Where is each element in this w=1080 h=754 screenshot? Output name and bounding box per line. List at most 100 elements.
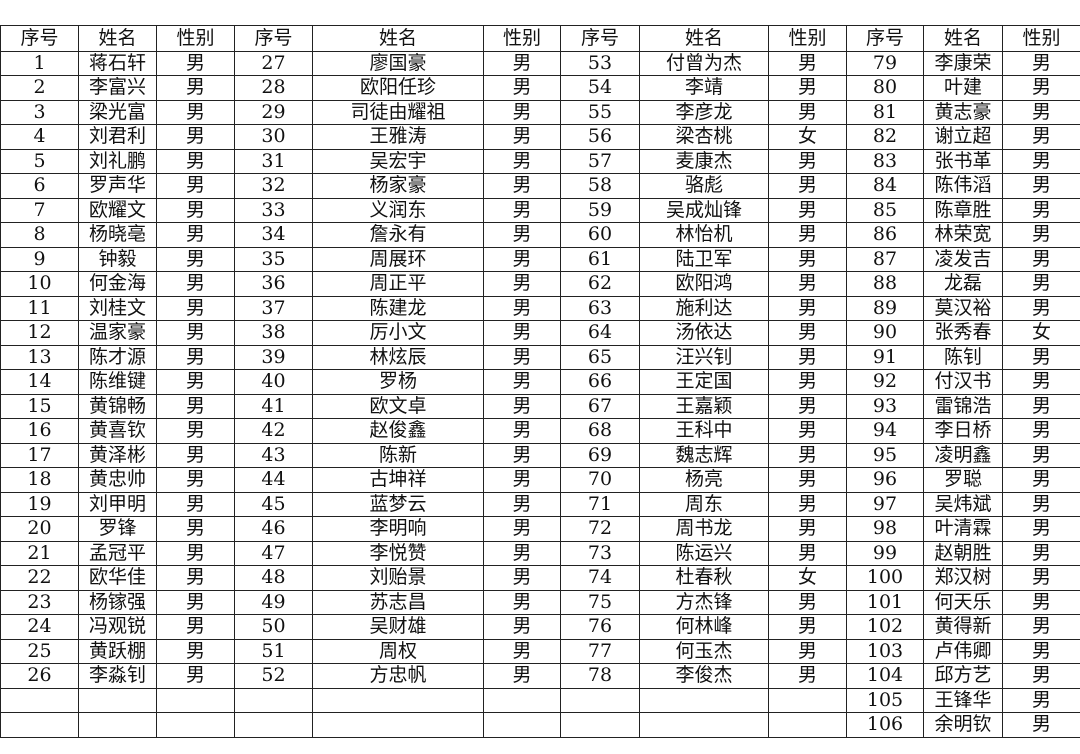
cell-name: 杨亮 <box>639 467 769 493</box>
cell-name: 李富兴 <box>78 75 157 101</box>
cell-number: 90 <box>846 320 924 346</box>
cell-gender: 男 <box>1002 271 1080 297</box>
cell-name: 何林峰 <box>639 614 769 640</box>
cell-number: 84 <box>846 173 924 199</box>
cell-number: 12 <box>0 320 79 346</box>
cell-name: 李康荣 <box>923 50 1003 76</box>
cell-number: 102 <box>846 614 924 640</box>
cell-gender: 男 <box>768 222 847 248</box>
empty-cell-number <box>0 687 79 713</box>
roster-table: 序号 姓名 性别 序号 姓名 性别 序号 姓名 性别 序号 姓名 性别 1 蒋石轩男 27 廖国豪男 53 付曾… <box>0 25 1080 738</box>
cell-gender: 男 <box>1002 442 1080 468</box>
cell-name: 方杰锋 <box>639 589 769 615</box>
table-row: 17 黄泽彬男 43 陈新男 69 魏志辉男 95 凌明鑫男 <box>0 442 1080 468</box>
cell-name: 王锋华 <box>923 687 1003 713</box>
cell-number: 99 <box>846 540 924 566</box>
cell-name: 张书革 <box>923 148 1003 174</box>
cell-name: 谢立超 <box>923 124 1003 150</box>
cell-number: 30 <box>234 124 313 150</box>
cell-gender: 男 <box>483 222 561 248</box>
table-row: 16 黄喜钦男 42 赵俊鑫男 68 王科中男 94 李日桥男 <box>0 418 1080 444</box>
cell-number: 49 <box>234 589 313 615</box>
cell-gender: 男 <box>483 491 561 517</box>
cell-gender: 男 <box>156 540 235 566</box>
cell-name: 何天乐 <box>923 589 1003 615</box>
cell-gender: 男 <box>768 75 847 101</box>
cell-number: 61 <box>560 246 640 272</box>
cell-number: 76 <box>560 614 640 640</box>
cell-number: 15 <box>0 393 79 419</box>
cell-name: 龙磊 <box>923 271 1003 297</box>
cell-number: 95 <box>846 442 924 468</box>
cell-number: 94 <box>846 418 924 444</box>
table-row: 20 罗锋男 46 李明响男 72 周书龙男 98 叶清霖男 <box>0 516 1080 542</box>
cell-number: 71 <box>560 491 640 517</box>
cell-number: 89 <box>846 295 924 321</box>
cell-gender: 男 <box>156 589 235 615</box>
cell-number: 34 <box>234 222 313 248</box>
cell-gender: 男 <box>483 246 561 272</box>
cell-name: 周书龙 <box>639 516 769 542</box>
cell-name: 吴炜斌 <box>923 491 1003 517</box>
cell-name: 刘桂文 <box>78 295 157 321</box>
cell-name: 吴宏宇 <box>312 148 484 174</box>
cell-name: 黄跃棚 <box>78 638 157 664</box>
cell-name: 汪兴钊 <box>639 344 769 370</box>
cell-number: 58 <box>560 173 640 199</box>
cell-name: 施利达 <box>639 295 769 321</box>
cell-name: 赵朝胜 <box>923 540 1003 566</box>
header-number: 序号 <box>846 25 924 52</box>
empty-cell-number <box>560 687 640 713</box>
cell-name: 郑汉树 <box>923 565 1003 591</box>
cell-gender: 男 <box>483 173 561 199</box>
cell-number: 93 <box>846 393 924 419</box>
cell-number: 98 <box>846 516 924 542</box>
cell-name: 黄忠帅 <box>78 467 157 493</box>
table-row: 7 欧耀文男 33 义润东男 59 吴成灿锋男 85 陈章胜男 <box>0 197 1080 223</box>
cell-name: 周正平 <box>312 271 484 297</box>
cell-name: 黄得新 <box>923 614 1003 640</box>
cell-name: 骆彪 <box>639 173 769 199</box>
cell-number: 38 <box>234 320 313 346</box>
cell-name: 麦康杰 <box>639 148 769 174</box>
cell-number: 103 <box>846 638 924 664</box>
cell-number: 18 <box>0 467 79 493</box>
cell-number: 74 <box>560 565 640 591</box>
cell-gender: 男 <box>1002 565 1080 591</box>
cell-number: 62 <box>560 271 640 297</box>
cell-gender: 男 <box>156 516 235 542</box>
cell-name: 方忠帆 <box>312 663 484 689</box>
cell-name: 蓝梦云 <box>312 491 484 517</box>
cell-gender: 男 <box>768 99 847 125</box>
cell-gender: 男 <box>768 369 847 395</box>
cell-name: 周东 <box>639 491 769 517</box>
cell-gender: 男 <box>768 467 847 493</box>
empty-cell-gender <box>483 687 561 713</box>
cell-number: 73 <box>560 540 640 566</box>
cell-number: 10 <box>0 271 79 297</box>
cell-number: 33 <box>234 197 313 223</box>
cell-name: 欧阳鸿 <box>639 271 769 297</box>
cell-gender: 男 <box>1002 393 1080 419</box>
cell-name: 陈钊 <box>923 344 1003 370</box>
cell-name: 罗声华 <box>78 173 157 199</box>
cell-name: 林荣宽 <box>923 222 1003 248</box>
cell-number: 48 <box>234 565 313 591</box>
cell-name: 陈建龙 <box>312 295 484 321</box>
cell-name: 魏志辉 <box>639 442 769 468</box>
cell-gender: 男 <box>768 516 847 542</box>
header-gender: 性别 <box>156 25 235 52</box>
cell-name: 欧华佳 <box>78 565 157 591</box>
table-row: 19 刘甲明男 45 蓝梦云男 71 周东男 97 吴炜斌男 <box>0 491 1080 517</box>
header-name: 姓名 <box>639 25 769 52</box>
cell-gender: 男 <box>156 663 235 689</box>
cell-name: 汤依达 <box>639 320 769 346</box>
cell-name: 周权 <box>312 638 484 664</box>
cell-gender: 男 <box>483 320 561 346</box>
cell-gender: 女 <box>768 124 847 150</box>
cell-number: 24 <box>0 614 79 640</box>
cell-name: 余明钦 <box>923 712 1003 738</box>
cell-number: 22 <box>0 565 79 591</box>
cell-name: 李靖 <box>639 75 769 101</box>
cell-gender: 男 <box>768 271 847 297</box>
